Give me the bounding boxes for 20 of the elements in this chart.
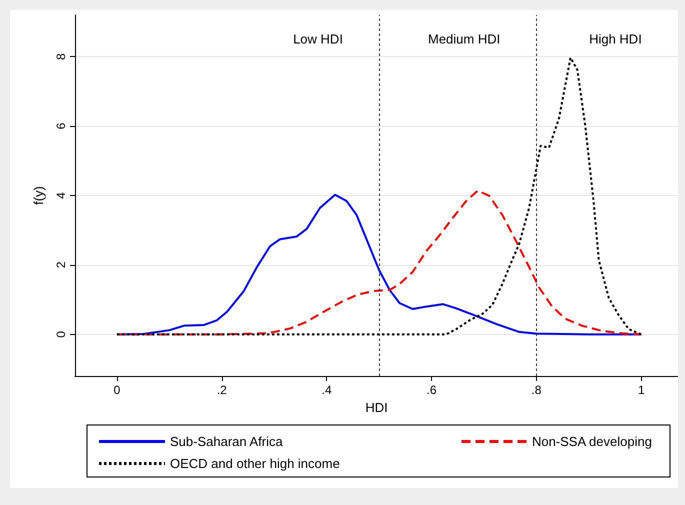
line-series (116, 56, 642, 336)
y-tick-label: 8 (54, 53, 68, 60)
x-tick-label: 0 (114, 383, 121, 397)
x-tick-label: .2 (216, 383, 228, 397)
legend-label: OECD and other high income (170, 456, 340, 471)
annotation: High HDI (589, 32, 642, 46)
legend-label: Sub-Saharan Africa (170, 434, 284, 449)
y-tick-label: 2 (54, 261, 68, 268)
x-tick-label: 1 (638, 383, 645, 397)
legend-label: Non-SSA developing (532, 434, 652, 449)
y-tick-label: 4 (54, 192, 68, 199)
x-axis-title: HDI (365, 400, 388, 415)
x-tick-label: .8 (531, 383, 542, 397)
y-tick-label: 0 (54, 330, 68, 338)
annotation: Low HDI (293, 32, 343, 46)
y-axis-title: f(y) (31, 186, 46, 205)
annotation: Medium HDI (428, 32, 500, 46)
x-tick-label: .4 (322, 383, 332, 397)
x-tick-label: .6 (426, 383, 437, 397)
y-tick-label: 6 (54, 122, 68, 130)
